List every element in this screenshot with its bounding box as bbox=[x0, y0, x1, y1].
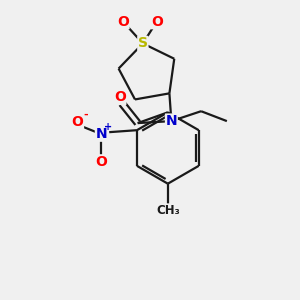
Text: O: O bbox=[117, 15, 129, 29]
Text: N: N bbox=[166, 114, 177, 128]
Text: +: + bbox=[104, 122, 112, 132]
Text: O: O bbox=[72, 115, 83, 129]
Text: O: O bbox=[114, 90, 126, 104]
Text: O: O bbox=[95, 155, 107, 169]
Text: N: N bbox=[95, 127, 107, 141]
Text: S: S bbox=[138, 37, 148, 50]
Text: CH₃: CH₃ bbox=[156, 204, 180, 217]
Text: O: O bbox=[151, 15, 163, 29]
Text: -: - bbox=[83, 109, 88, 119]
